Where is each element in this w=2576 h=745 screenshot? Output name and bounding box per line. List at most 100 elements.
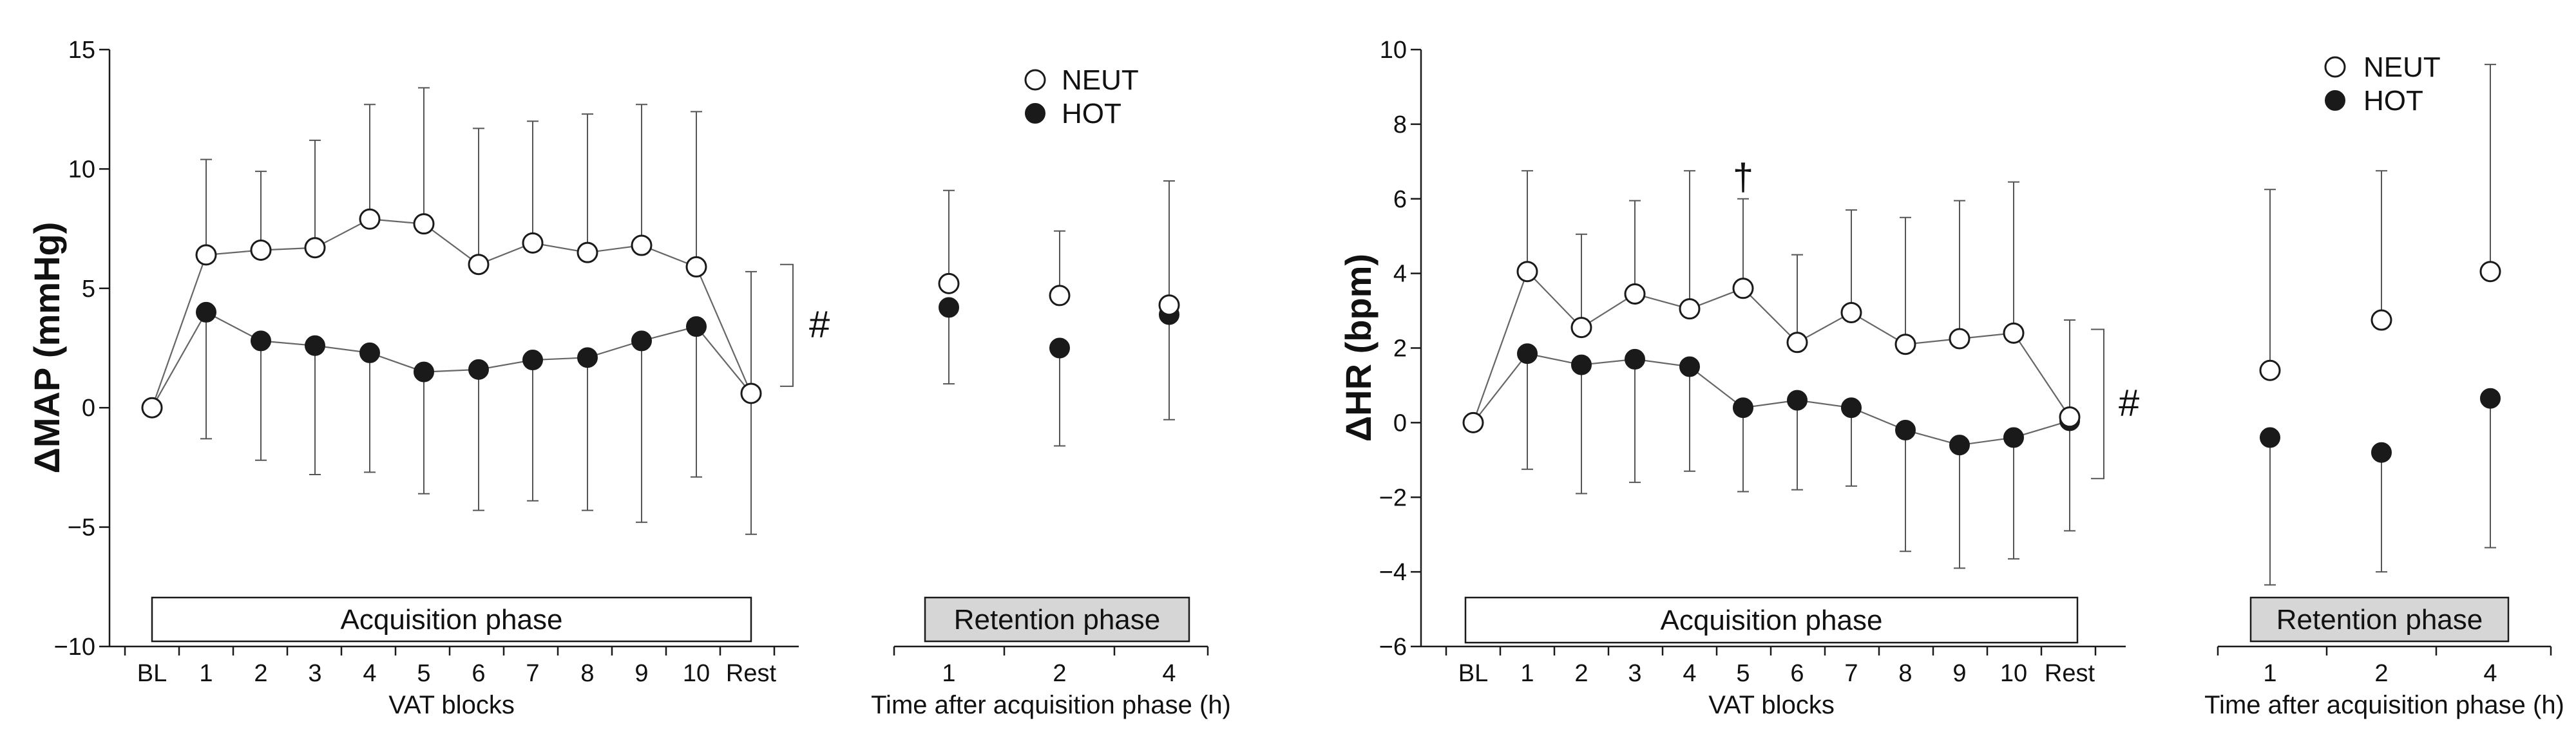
neut-point (1732, 278, 1754, 299)
hot-point (522, 350, 543, 371)
y-tick-label: 0 (82, 395, 95, 422)
acquisition-x-tick-label: 6 (472, 660, 485, 687)
hot-point (359, 342, 380, 363)
hot-point (577, 347, 598, 368)
hot-series-line (1473, 352, 2070, 446)
neut-point (2479, 261, 2501, 283)
y-axis-title: ΔHR (bpm) (1338, 254, 1379, 442)
y-tick-label: 0 (1393, 410, 1407, 437)
neut-point (1624, 283, 1646, 305)
significance-mark: # (2119, 382, 2139, 424)
y-tick-label: −2 (1379, 484, 1407, 511)
acquisition-x-tick-label: 6 (1790, 660, 1804, 687)
acquisition-x-tick-label: 2 (254, 660, 267, 687)
acquisition-x-tick-label: 3 (308, 660, 321, 687)
legend-neut-marker (1024, 69, 1046, 91)
hot-point (1517, 343, 1538, 364)
acquisition-x-tick-label: 1 (199, 660, 213, 687)
hot-point (1841, 397, 1862, 419)
dagger-mark: † (1733, 156, 1753, 198)
neut-point (1158, 294, 1180, 316)
y-tick-label: 8 (1393, 111, 1407, 138)
neut-point (740, 382, 762, 404)
y-axis-title: ΔMAP (mmHg) (26, 222, 67, 474)
acquisition-x-tick-label: Rest (726, 660, 777, 687)
acquisition-x-axis-title: VAT blocks (1708, 691, 1835, 719)
retention-x-tick-label: 4 (1162, 660, 1176, 687)
neut-point (468, 254, 490, 276)
acquisition-x-tick-label: 7 (1844, 660, 1858, 687)
significance-mark: # (809, 303, 830, 345)
neut-point (522, 232, 544, 254)
neut-point (1679, 298, 1701, 320)
legend-hot-marker (1025, 103, 1045, 124)
acquisition-x-tick-label: 9 (1952, 660, 1966, 687)
y-tick-label: −4 (1379, 559, 1407, 586)
neut-point (2003, 322, 2025, 344)
neut-point (250, 239, 272, 261)
y-tick-label: −6 (1379, 634, 1407, 661)
neut-point (359, 208, 381, 230)
legend-hot-label: HOT (1062, 98, 1121, 129)
hot-point (631, 330, 652, 352)
hot-point (1895, 419, 1916, 440)
hot-point (1625, 348, 1645, 370)
neut-point (1840, 301, 1862, 323)
acquisition-x-tick-label: 8 (1898, 660, 1912, 687)
hot-point (468, 359, 489, 380)
retention-x-tick-label: 4 (2483, 660, 2497, 687)
legend-hot-label: HOT (2363, 85, 2423, 117)
neut-point (685, 256, 707, 278)
panel-2: −6 −4 −2 0 2 4 6 8 10 ΔHR (bpm) BL 1 2 3 4 5 6 7 8 9 10 Rest V… (1338, 37, 2564, 719)
acquisition-x-tick-label: Rest (2045, 660, 2095, 687)
acquisition-x-tick-label: 5 (1736, 660, 1750, 687)
legend-neut-label: NEUT (1062, 64, 1139, 96)
acquisition-x-tick-label: 8 (580, 660, 594, 687)
neut-point (1786, 332, 1808, 354)
neut-point (577, 241, 598, 263)
neut-point (2371, 309, 2392, 331)
hot-point (2480, 388, 2501, 409)
acquisition-phase-box (1464, 596, 2079, 644)
y-tick-label: 5 (82, 276, 95, 303)
acquisition-x-tick-label: 4 (1683, 660, 1696, 687)
y-tick-label: 2 (1393, 335, 1407, 363)
hot-point (2003, 427, 2024, 448)
acquisition-x-tick-label: BL (1458, 660, 1488, 687)
y-tick-label: 6 (1393, 186, 1407, 213)
neut-point (304, 237, 326, 259)
neut-point (413, 213, 435, 235)
y-tick-label: −10 (54, 634, 95, 661)
neut-point (1894, 334, 1916, 355)
neut-point (1462, 411, 1484, 433)
acquisition-x-tick-label: BL (137, 660, 167, 687)
neut-point (1570, 317, 1592, 339)
acquisition-phase-label: Acquisition phase (341, 604, 563, 636)
hot-point (1571, 354, 1592, 375)
significance-bracket (2091, 328, 2104, 480)
neut-point (1049, 285, 1071, 306)
neut-point (938, 272, 960, 294)
legend-neut-label: NEUT (2363, 52, 2441, 83)
retention-phase-label: Retention phase (954, 604, 1160, 636)
retention-x-tick-label: 2 (2374, 660, 2388, 687)
y-tick-label: 15 (68, 37, 95, 64)
hot-point (1787, 390, 1808, 411)
y-tick-label: 10 (1380, 37, 1407, 64)
acquisition-phase-label: Acquisition phase (1661, 605, 1883, 636)
significance-bracket (780, 263, 794, 387)
acquisition-x-tick-label: 4 (363, 660, 376, 687)
hot-series-line (151, 311, 752, 408)
neut-point (631, 234, 653, 256)
retention-x-tick-label: 1 (2263, 660, 2276, 687)
acquisition-x-axis-title: VAT blocks (388, 691, 515, 719)
acquisition-phase-box (151, 596, 752, 643)
hot-point (2260, 427, 2280, 448)
acquisition-x-tick-label: 3 (1628, 660, 1641, 687)
retention-phase-box (2249, 596, 2510, 643)
neut-series-line (151, 218, 752, 408)
acquisition-x-tick-label: 10 (683, 660, 710, 687)
